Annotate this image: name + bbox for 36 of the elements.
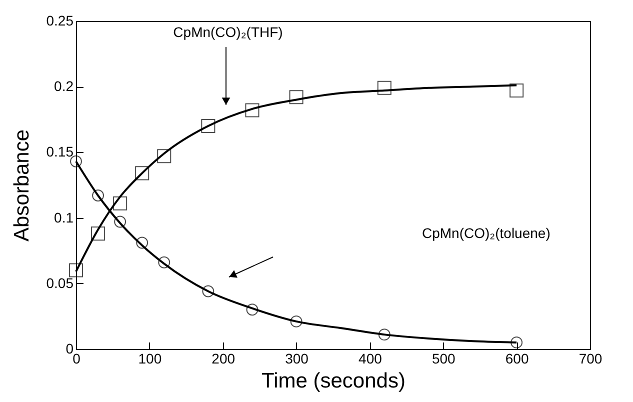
- y-tick-label: 0.1: [54, 209, 74, 226]
- x-tick-label: 400: [358, 350, 382, 366]
- point: [290, 315, 302, 328]
- point: [289, 90, 304, 104]
- point: [136, 236, 148, 249]
- point: [70, 155, 82, 168]
- y-tick-label: 0.2: [54, 78, 74, 94]
- x-tick-label: 200: [212, 350, 236, 366]
- x-tick-label: 100: [138, 350, 162, 366]
- x-axis-title: Time (seconds): [262, 370, 406, 392]
- y-tick-label: 0.05: [46, 274, 74, 291]
- y-tick-label: 0.25: [46, 12, 74, 28]
- point: [246, 304, 258, 316]
- point: [68, 263, 84, 278]
- x-tick-label: 600: [505, 350, 529, 366]
- point: [158, 256, 170, 268]
- point: [377, 80, 392, 95]
- x-tick-label: 300: [285, 350, 309, 366]
- x-tick-label: 500: [432, 350, 456, 366]
- point: [245, 103, 260, 118]
- point: [92, 190, 104, 202]
- annotation: CpMn(CO)₂(toluene): [422, 225, 550, 241]
- point: [114, 216, 126, 228]
- point: [510, 84, 524, 98]
- y-axis-title: Absorbance: [10, 129, 34, 242]
- point: [378, 328, 390, 341]
- y-tick-label: 0: [66, 340, 74, 356]
- x-tick-label: 700: [578, 350, 602, 366]
- point: [157, 149, 172, 164]
- annotation: CpMn(CO)₂(THF): [173, 24, 283, 40]
- point: [201, 118, 216, 133]
- y-tick-label: 0.15: [46, 144, 74, 160]
- point: [202, 285, 214, 298]
- point: [135, 166, 150, 180]
- point: [91, 226, 106, 241]
- point: [113, 196, 128, 210]
